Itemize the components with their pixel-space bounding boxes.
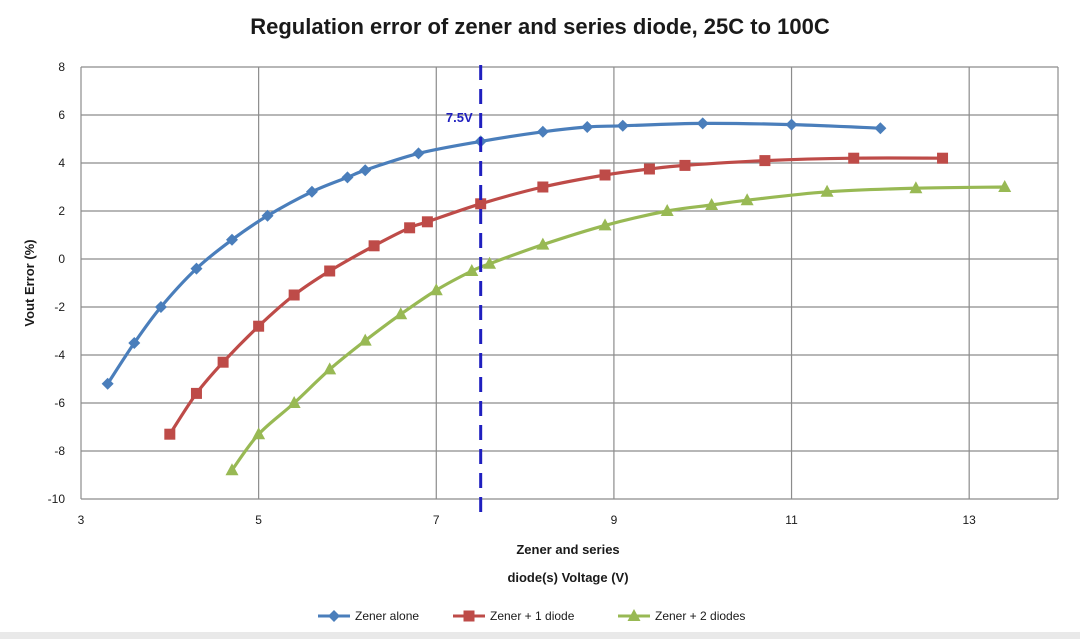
data-point-triangle: [660, 204, 674, 216]
x-tick-label: 3: [78, 513, 85, 527]
legend-item-3: Zener + 2 diodes: [618, 609, 745, 623]
series-2: [164, 152, 949, 440]
series-3: [225, 180, 1012, 476]
data-point-square: [679, 159, 691, 171]
y-tick-label: 6: [58, 108, 65, 122]
x-tick-labels: 3 5 7 9 11 13: [78, 513, 977, 527]
data-point-diamond: [225, 233, 238, 246]
y-tick-label: 8: [58, 60, 65, 74]
x-axis-title-line-2: diode(s) Voltage (V): [507, 570, 628, 585]
data-point-diamond: [101, 377, 114, 390]
data-point-square: [463, 610, 475, 622]
data-point-square: [190, 387, 202, 399]
data-point-diamond: [785, 118, 798, 131]
data-point-triangle: [627, 609, 641, 621]
data-point-square: [537, 181, 549, 193]
data-point-square: [217, 356, 229, 368]
data-point-triangle: [536, 237, 550, 250]
data-point-diamond: [190, 262, 203, 275]
data-point-triangle: [998, 180, 1012, 192]
data-point-triangle: [740, 193, 754, 206]
data-point-triangle: [820, 184, 834, 197]
x-tick-label: 9: [611, 513, 618, 527]
data-point-square: [848, 152, 860, 164]
data-point-square: [164, 428, 176, 440]
y-tick-label: -6: [54, 396, 65, 410]
data-point-triangle: [429, 283, 443, 296]
y-tick-label: 2: [58, 204, 65, 218]
data-point-square: [324, 265, 336, 277]
data-point-triangle: [358, 333, 372, 346]
data-point-diamond: [412, 147, 425, 160]
y-tick-label: 4: [58, 156, 65, 170]
data-point-square: [759, 155, 771, 167]
data-point-diamond: [341, 171, 354, 184]
data-point-triangle: [252, 427, 266, 440]
legend: Zener alone Zener + 1 diode Zener + 2 diod…: [318, 609, 745, 623]
legend-label: Zener + 2 diodes: [655, 609, 745, 623]
data-point-diamond: [616, 119, 629, 132]
data-point-diamond: [128, 337, 141, 349]
data-point-diamond: [328, 610, 340, 622]
chart-title: Regulation error of zener and series dio…: [250, 14, 830, 39]
data-point-square: [253, 320, 265, 332]
y-tick-label: -2: [54, 300, 65, 314]
data-point-triangle: [225, 463, 239, 476]
x-axis-title-line-1: Zener and series: [516, 542, 619, 557]
data-point-square: [368, 240, 380, 252]
series-line: [106, 121, 881, 385]
annotation-label: 7.5V: [446, 110, 473, 125]
series-layer: [101, 117, 1012, 476]
data-point-triangle: [483, 256, 497, 269]
y-tick-label: 0: [58, 252, 65, 266]
bottom-border-strip: [0, 632, 1080, 639]
series-line: [230, 185, 1005, 472]
data-point-triangle: [909, 181, 923, 194]
annotation-layer: 7.5V: [446, 65, 483, 513]
data-point-triangle: [287, 396, 301, 408]
x-tick-label: 5: [255, 513, 262, 527]
grid-lines: [80, 66, 1059, 500]
data-point-square: [643, 163, 655, 175]
legend-item-2: Zener + 1 diode: [453, 609, 575, 623]
data-point-square: [475, 198, 487, 210]
x-tick-label: 13: [963, 513, 977, 527]
data-point-triangle: [465, 264, 479, 276]
data-point-diamond: [261, 209, 274, 222]
data-point-diamond: [154, 301, 167, 313]
data-point-diamond: [359, 164, 372, 177]
data-point-triangle: [598, 218, 612, 231]
legend-label: Zener alone: [355, 609, 419, 623]
series-line: [168, 156, 943, 436]
x-tick-label: 7: [433, 513, 440, 527]
x-tick-label: 11: [785, 513, 798, 527]
legend-item-1: Zener alone: [318, 609, 419, 623]
data-point-diamond: [874, 122, 887, 135]
data-point-diamond: [305, 185, 318, 198]
y-tick-label: -4: [54, 348, 65, 362]
y-axis-title: Vout Error (%): [22, 239, 37, 326]
legend-label: Zener + 1 diode: [490, 609, 575, 623]
data-point-square: [404, 222, 416, 234]
data-point-diamond: [536, 125, 549, 138]
data-point-square: [937, 152, 949, 164]
data-point-diamond: [581, 121, 594, 133]
y-tick-label: -10: [48, 492, 66, 506]
data-point-triangle: [705, 198, 719, 210]
data-point-diamond: [696, 117, 709, 130]
data-point-square: [421, 216, 433, 228]
data-point-triangle: [394, 307, 408, 320]
y-tick-label: -8: [54, 444, 65, 458]
y-tick-labels: -10 -8 -6 -4 -2 0 2 4 6 8: [48, 60, 66, 506]
data-point-square: [599, 169, 611, 181]
data-point-triangle: [323, 362, 337, 375]
data-point-square: [288, 289, 300, 301]
